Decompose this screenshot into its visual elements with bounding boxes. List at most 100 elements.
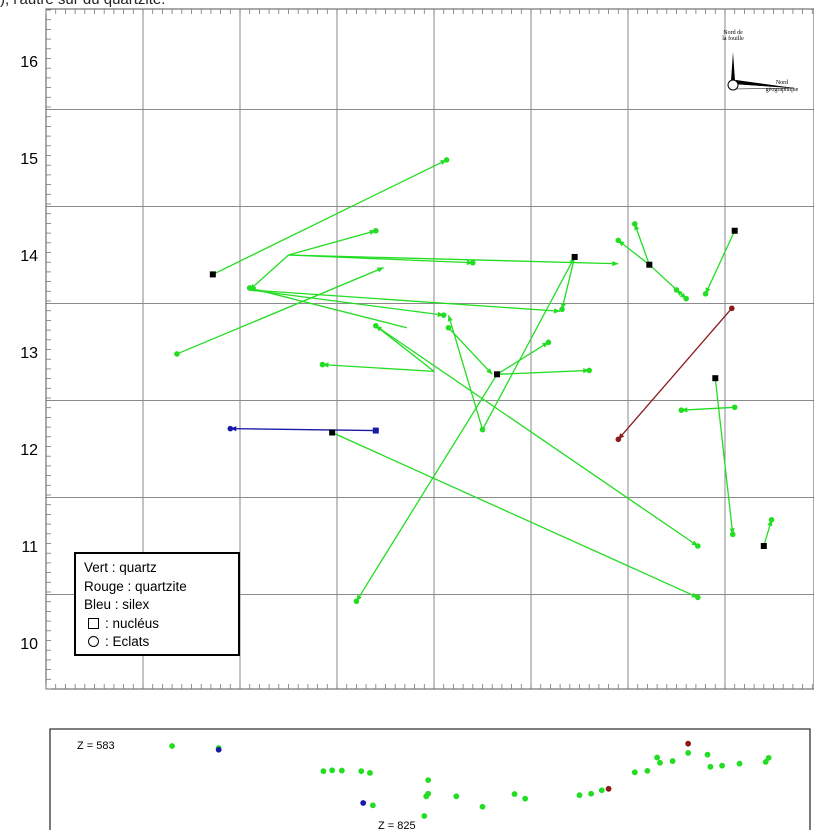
- legend-nucleus-label: : nucléus: [105, 615, 160, 631]
- x-label-e: E: [283, 698, 293, 700]
- compass-rose: Nord de la fouille Nord géographique: [722, 30, 798, 94]
- refit-line-quartz: [288, 254, 619, 267]
- nucleus-square-quartz: [209, 271, 216, 278]
- eclat-point-quartz: [695, 543, 701, 549]
- refit-line-quartz: [481, 256, 576, 430]
- section-point-quartz: [631, 769, 638, 776]
- circle-icon: [88, 636, 99, 647]
- eclat-point-quartz: [683, 295, 689, 302]
- legend-nucleus-row: : nucléus: [84, 615, 230, 634]
- legend-quartz: Vert : quartz: [84, 560, 157, 575]
- eclat-point-quartz: [440, 312, 447, 318]
- section-point-quartz: [762, 759, 769, 765]
- nucleus-square-quartz: [494, 371, 501, 378]
- legend-silex: Bleu : silex: [84, 597, 150, 612]
- section-point-quartz: [644, 767, 651, 774]
- section-point-quartz: [704, 751, 711, 758]
- eclat-point-quartz: [702, 291, 709, 297]
- section-point-quartz: [511, 791, 518, 797]
- section-point-quartz: [588, 790, 595, 797]
- section-point-quartz: [765, 754, 772, 761]
- eclat-point-quartzite: [615, 436, 622, 443]
- axis-ticks: [45, 9, 813, 690]
- x-label-c: C: [89, 698, 100, 700]
- refit-line-quartz: [331, 431, 699, 599]
- eclat-point-quartz: [545, 339, 552, 346]
- eclat-point-quartz: [559, 306, 565, 313]
- section-point-silex: [215, 746, 222, 753]
- section-point-quartz: [367, 770, 373, 776]
- refit-line-quartz: [375, 325, 699, 547]
- eclat-point-quartz: [319, 361, 326, 368]
- caption-fragment: ), l'autre sur du quartzite.: [0, 0, 165, 8]
- section-point-quartz: [215, 745, 222, 751]
- y-label-10: 10: [20, 636, 38, 653]
- y-label-15: 15: [20, 151, 38, 168]
- x-label-j: J: [770, 698, 777, 700]
- refit-line-quartz: [322, 362, 435, 373]
- x-label-d: D: [185, 698, 197, 700]
- section-point-quartz: [479, 803, 486, 810]
- section-point-quartz: [654, 754, 660, 761]
- y-label-16: 16: [20, 54, 38, 71]
- x-label-f: F: [381, 698, 390, 700]
- section-point-quartz: [320, 768, 327, 775]
- refit-line-quartz: [497, 368, 590, 375]
- section-point-quartzite: [685, 740, 692, 747]
- section-point-quartz: [421, 813, 428, 819]
- nucleus-square-quartz: [646, 261, 653, 268]
- eclat-point-silex: [227, 425, 234, 432]
- nucleus-square-quartz: [571, 253, 578, 260]
- refit-line-quartz: [288, 229, 376, 256]
- section-point-quartz: [425, 790, 432, 797]
- north-geographic-label: Nord géographique: [765, 80, 799, 93]
- nucleus-square-quartz: [329, 429, 336, 436]
- refit-line-quartz: [705, 230, 736, 295]
- eclat-point-quartz: [615, 237, 622, 244]
- y-label-13: 13: [20, 345, 38, 362]
- eclat-point-quartz: [729, 531, 736, 538]
- section-point-silex: [360, 800, 367, 806]
- section-point-quartzite: [605, 785, 612, 792]
- section-point-quartz: [425, 777, 432, 784]
- nucleus-square-quartz: [731, 227, 738, 234]
- eclat-point-quartz: [731, 404, 738, 411]
- refit-line-quartz: [288, 254, 473, 266]
- refit-line-quartz: [496, 341, 549, 375]
- eclat-point-quartz: [174, 351, 180, 357]
- square-icon: [88, 617, 99, 629]
- section-point-quartz: [169, 743, 176, 749]
- eclat-point-quartz: [673, 287, 680, 293]
- x-axis-labels: C D E F G H I J: [89, 698, 777, 700]
- refit-line-quartz: [176, 267, 384, 355]
- eclat-point-quartz: [470, 259, 476, 266]
- legend: Vert : quartz Rouge : quartzite Bleu : s…: [74, 552, 240, 656]
- eclat-point-quartz: [695, 594, 701, 601]
- section-point-quartz: [423, 793, 430, 800]
- eclat-point-quartz: [586, 367, 592, 374]
- section-point-quartz: [329, 767, 336, 774]
- section-point-quartz: [369, 802, 376, 809]
- y-label-11: 11: [21, 539, 38, 556]
- refit-line-quartz: [560, 256, 576, 310]
- eclat-point-quartz: [443, 157, 450, 163]
- z-bottom-label: Z = 825: [378, 820, 416, 832]
- refit-line-quartz: [249, 289, 561, 314]
- refit-plan-map: C D E F G H I J 10 11 12 13 14 15 16: [20, 8, 814, 700]
- plan-frame: [45, 8, 814, 690]
- x-label-g: G: [476, 698, 488, 700]
- eclat-point-quartzite: [728, 305, 735, 312]
- eclat-point-quartz: [678, 407, 685, 414]
- major-grid: [46, 9, 814, 689]
- compass-arrows-icon: [727, 52, 795, 91]
- refit-line-quartz: [448, 327, 493, 375]
- section-frame: [49, 728, 811, 830]
- section-point-quartz: [707, 763, 714, 770]
- section-point-quartz: [338, 767, 345, 774]
- section-point-quartz: [669, 758, 676, 764]
- x-label-i: I: [674, 698, 680, 700]
- refit-line-quartz: [249, 289, 444, 317]
- section-point-quartz: [719, 762, 725, 769]
- refit-line-quartz: [714, 378, 735, 535]
- eclat-point-quartz: [768, 517, 775, 523]
